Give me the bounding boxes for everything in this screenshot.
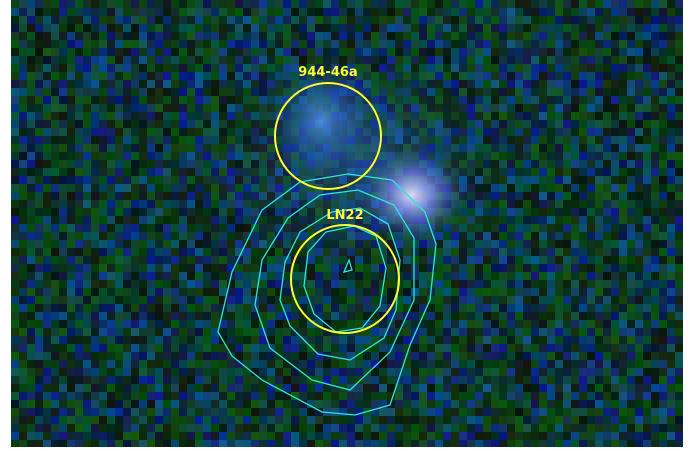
contour-peak [342, 258, 353, 273]
contour-third [279, 207, 401, 361]
contour-fourth [303, 225, 387, 333]
contour-outer [217, 173, 437, 416]
bright-source-glow [357, 147, 467, 243]
contour-second [254, 189, 415, 391]
source-circle-ln22 [290, 224, 400, 334]
source-circle-944-46a [274, 82, 382, 190]
pixel-noise-layer [11, 0, 683, 447]
source-label-ln22: LN22 [326, 208, 363, 223]
contour-set [217, 173, 437, 416]
source-label-944-46a: 944-46a [298, 65, 357, 80]
source-circles [274, 82, 400, 334]
upper-source-glow [267, 60, 377, 180]
